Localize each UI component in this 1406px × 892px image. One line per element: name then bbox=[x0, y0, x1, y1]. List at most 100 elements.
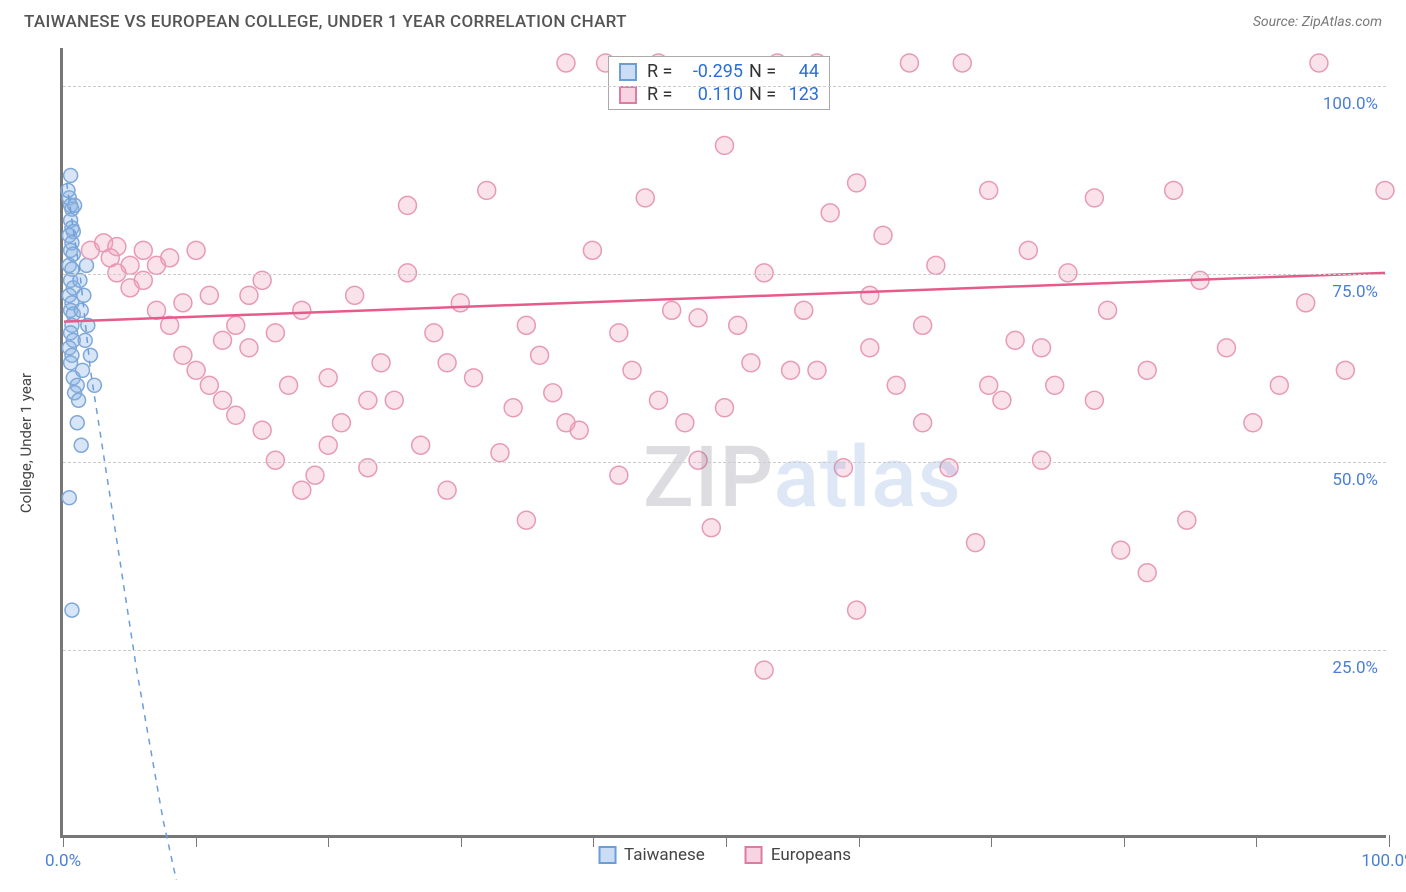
x-tick bbox=[461, 835, 462, 847]
data-point-europeans bbox=[346, 286, 364, 304]
plot-area: ZIPatlas R =-0.295N =44R =0.110N =123 Ta… bbox=[60, 48, 1386, 838]
data-point-europeans bbox=[795, 301, 813, 319]
data-point-europeans bbox=[689, 451, 707, 469]
data-point-europeans bbox=[240, 286, 258, 304]
data-point-europeans bbox=[1138, 564, 1156, 582]
data-point-europeans bbox=[1270, 376, 1288, 394]
data-point-europeans bbox=[649, 391, 667, 409]
chart-title: TAIWANESE VS EUROPEAN COLLEGE, UNDER 1 Y… bbox=[24, 12, 627, 32]
data-point-europeans bbox=[306, 466, 324, 484]
data-point-europeans bbox=[848, 174, 866, 192]
data-point-europeans bbox=[1376, 181, 1394, 199]
data-point-taiwanese bbox=[87, 378, 101, 392]
x-tick bbox=[726, 835, 727, 847]
data-point-europeans bbox=[451, 294, 469, 312]
data-point-taiwanese bbox=[80, 258, 94, 272]
data-point-europeans bbox=[623, 361, 641, 379]
data-point-europeans bbox=[531, 346, 549, 364]
data-point-europeans bbox=[848, 601, 866, 619]
data-point-europeans bbox=[716, 399, 734, 417]
data-point-europeans bbox=[874, 226, 892, 244]
gridline-h bbox=[63, 650, 1386, 651]
data-point-europeans bbox=[1336, 361, 1354, 379]
data-point-europeans bbox=[517, 511, 535, 529]
gridline-h bbox=[63, 86, 1386, 87]
plot-container: College, Under 1 year ZIPatlas R =-0.295… bbox=[48, 48, 1386, 838]
data-point-europeans bbox=[121, 279, 139, 297]
data-point-europeans bbox=[465, 369, 483, 387]
data-point-europeans bbox=[214, 391, 232, 409]
legend-swatch bbox=[619, 63, 637, 81]
data-point-europeans bbox=[953, 54, 971, 72]
data-point-taiwanese bbox=[74, 303, 88, 317]
chart-header: TAIWANESE VS EUROPEAN COLLEGE, UNDER 1 Y… bbox=[0, 0, 1406, 40]
data-point-europeans bbox=[319, 436, 337, 454]
y-tick-label: 50.0% bbox=[1332, 470, 1378, 490]
data-point-europeans bbox=[1019, 241, 1037, 259]
data-point-europeans bbox=[755, 661, 773, 679]
data-point-europeans bbox=[557, 54, 575, 72]
data-point-europeans bbox=[729, 316, 747, 334]
data-point-europeans bbox=[1297, 294, 1315, 312]
data-point-europeans bbox=[187, 241, 205, 259]
legend-label: Europeans bbox=[771, 845, 851, 865]
data-point-europeans bbox=[1218, 339, 1236, 357]
legend-label: Taiwanese bbox=[624, 845, 705, 865]
data-point-europeans bbox=[980, 376, 998, 394]
data-point-europeans bbox=[557, 414, 575, 432]
x-tick bbox=[196, 835, 197, 847]
data-point-europeans bbox=[702, 519, 720, 537]
legend-swatch bbox=[745, 846, 763, 864]
data-point-europeans bbox=[491, 444, 509, 462]
data-point-europeans bbox=[821, 204, 839, 222]
data-point-europeans bbox=[1244, 414, 1262, 432]
data-point-europeans bbox=[967, 534, 985, 552]
data-point-europeans bbox=[425, 324, 443, 342]
data-point-europeans bbox=[266, 451, 284, 469]
legend-cell: -0.295 bbox=[681, 61, 743, 82]
data-point-europeans bbox=[1112, 541, 1130, 559]
data-point-europeans bbox=[399, 196, 417, 214]
legend-cell: 44 bbox=[783, 61, 819, 82]
data-point-europeans bbox=[227, 406, 245, 424]
data-point-taiwanese bbox=[73, 273, 87, 287]
data-point-europeans bbox=[174, 294, 192, 312]
data-point-europeans bbox=[544, 384, 562, 402]
data-point-taiwanese bbox=[64, 168, 78, 182]
data-point-europeans bbox=[372, 354, 390, 372]
data-point-europeans bbox=[1138, 361, 1156, 379]
y-axis-label: College, Under 1 year bbox=[17, 373, 35, 513]
data-point-europeans bbox=[1085, 189, 1103, 207]
data-point-europeans bbox=[610, 324, 628, 342]
legend-cell: R = bbox=[647, 84, 675, 105]
data-point-taiwanese bbox=[83, 348, 97, 362]
data-point-europeans bbox=[174, 346, 192, 364]
data-point-europeans bbox=[517, 316, 535, 334]
gridline-h bbox=[63, 274, 1386, 275]
data-point-europeans bbox=[676, 414, 694, 432]
data-point-europeans bbox=[861, 286, 879, 304]
data-point-taiwanese bbox=[77, 288, 91, 302]
x-tick bbox=[1389, 835, 1390, 847]
data-point-europeans bbox=[1006, 331, 1024, 349]
data-point-europeans bbox=[1033, 451, 1051, 469]
legend-item: Taiwanese bbox=[598, 845, 705, 865]
legend-swatch bbox=[598, 846, 616, 864]
data-point-europeans bbox=[332, 414, 350, 432]
data-point-europeans bbox=[1033, 339, 1051, 357]
legend-bottom: Taiwanese Europeans bbox=[598, 845, 851, 865]
data-point-europeans bbox=[716, 136, 734, 154]
x-tick bbox=[1256, 835, 1257, 847]
data-point-taiwanese bbox=[72, 393, 86, 407]
data-point-taiwanese bbox=[65, 603, 79, 617]
data-point-europeans bbox=[293, 301, 311, 319]
data-point-europeans bbox=[861, 339, 879, 357]
x-tick bbox=[328, 835, 329, 847]
data-point-europeans bbox=[385, 391, 403, 409]
x-tick-label: 100.0% bbox=[1361, 851, 1406, 871]
data-point-europeans bbox=[636, 189, 654, 207]
data-point-taiwanese bbox=[62, 491, 76, 505]
data-point-europeans bbox=[359, 391, 377, 409]
data-point-europeans bbox=[187, 361, 205, 379]
data-point-europeans bbox=[887, 376, 905, 394]
